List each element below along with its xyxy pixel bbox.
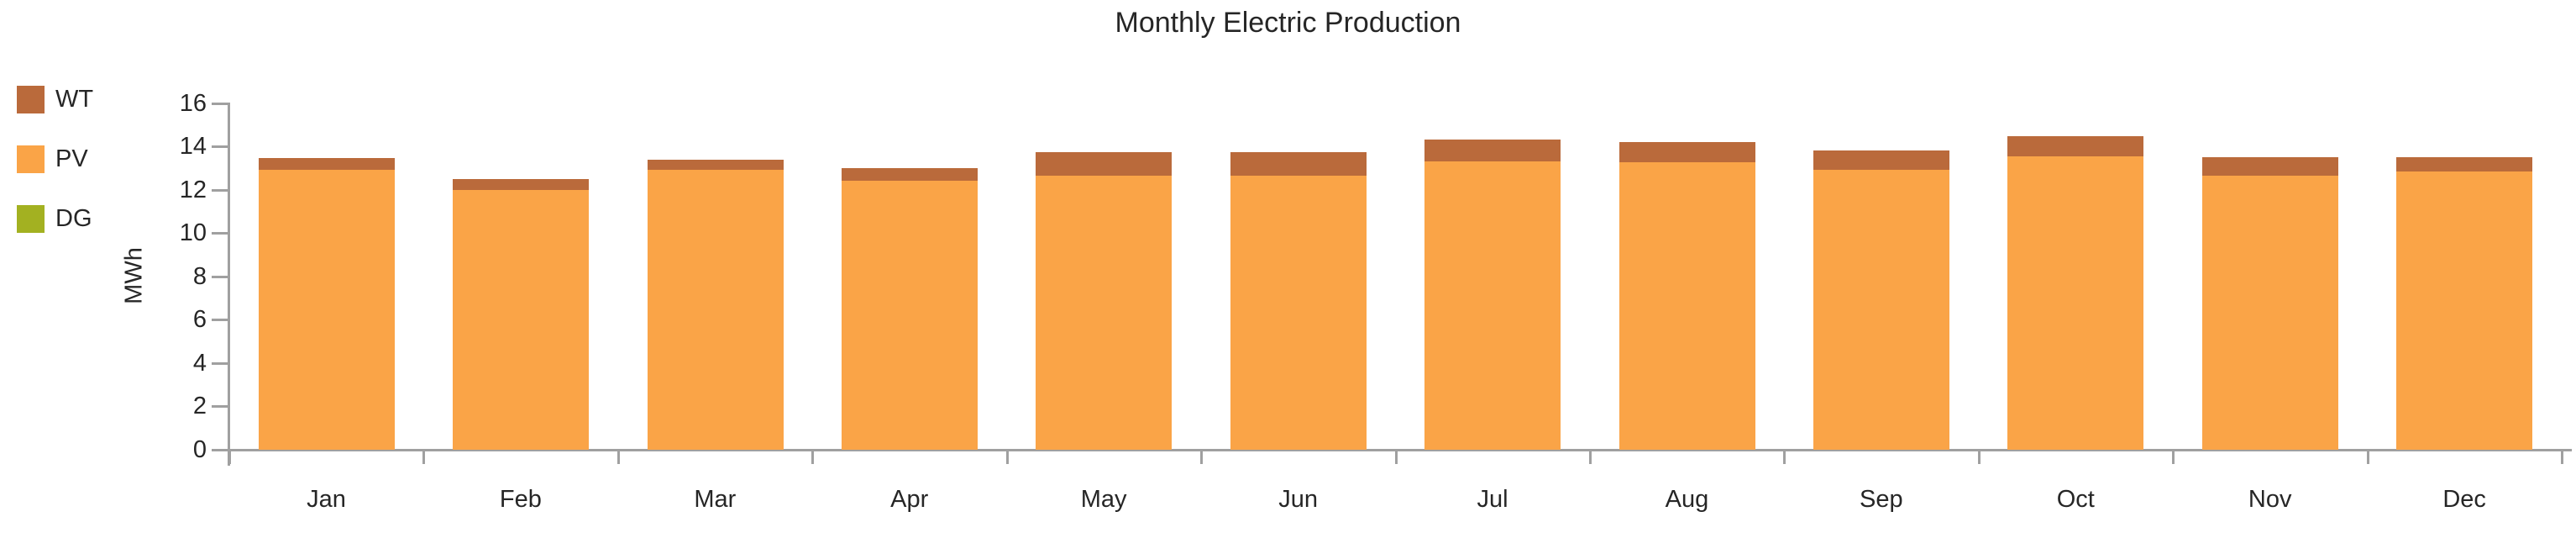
bar-segment-pv-jan <box>258 170 395 450</box>
legend-label-dg: DG <box>55 204 92 232</box>
x-tick-label-oct: Oct <box>2056 486 2095 513</box>
y-tick-mark <box>212 232 229 235</box>
y-tick-mark <box>212 145 229 149</box>
bar-segment-wt-aug <box>1619 141 1755 163</box>
y-tick-label: 0 <box>192 436 207 463</box>
x-tick-label-jan: Jan <box>307 486 346 513</box>
x-axis-line <box>212 449 2572 451</box>
y-tick-label: 14 <box>179 133 207 161</box>
bar-segment-pv-dec <box>2396 171 2533 450</box>
bar-segment-wt-sep <box>1813 150 1950 171</box>
x-tick-mark <box>1200 450 1204 464</box>
x-tick-mark <box>422 450 426 464</box>
x-tick-label-mar: Mar <box>694 486 737 513</box>
wt-color-swatch <box>17 85 45 113</box>
y-axis-line <box>228 102 230 466</box>
x-tick-mark <box>2366 450 2369 464</box>
x-tick-label-jun: Jun <box>1278 486 1318 513</box>
x-tick-mark <box>228 450 231 464</box>
x-tick-mark <box>1783 450 1786 464</box>
x-tick-label-may: May <box>1080 486 1127 513</box>
chart-title: Monthly Electric Production <box>1115 7 1461 39</box>
x-tick-label-feb: Feb <box>499 486 542 513</box>
y-tick-label: 12 <box>179 176 207 203</box>
x-tick-mark <box>2172 450 2175 464</box>
bar-segment-wt-feb <box>453 178 590 190</box>
x-tick-label-aug: Aug <box>1665 486 1709 513</box>
x-tick-mark <box>1977 450 1981 464</box>
x-tick-label-jul: Jul <box>1477 486 1508 513</box>
bar-segment-pv-sep <box>1813 170 1950 450</box>
y-tick-label: 4 <box>192 349 207 377</box>
legend-item-wt: WT <box>17 85 93 113</box>
bar-segment-wt-may <box>1036 151 1173 176</box>
x-tick-mark <box>1005 450 1009 464</box>
bar-segment-pv-jul <box>1424 161 1561 450</box>
bar-segment-wt-oct <box>2007 136 2144 156</box>
bar-segment-pv-may <box>1036 175 1173 450</box>
y-tick-label: 8 <box>192 262 207 290</box>
bar-segment-pv-oct <box>2007 156 2144 450</box>
bar-segment-wt-jan <box>258 158 395 171</box>
bar-segment-pv-nov <box>2201 175 2338 450</box>
bar-segment-pv-feb <box>453 189 590 450</box>
y-tick-mark <box>212 275 229 278</box>
bar-segment-wt-jul <box>1424 140 1561 162</box>
y-tick-mark <box>212 102 229 105</box>
bar-segment-pv-mar <box>647 170 784 450</box>
x-tick-label-apr: Apr <box>890 486 929 513</box>
x-tick-mark <box>2561 450 2564 464</box>
y-tick-mark <box>212 405 229 409</box>
x-tick-mark <box>616 450 620 464</box>
y-tick-label: 2 <box>192 393 207 420</box>
y-tick-label: 6 <box>192 306 207 334</box>
y-tick-mark <box>212 319 229 322</box>
bar-segment-pv-apr <box>841 181 978 450</box>
bar-segment-wt-apr <box>841 167 978 182</box>
legend-label-pv: PV <box>55 145 88 172</box>
dg-color-swatch <box>17 204 45 233</box>
x-tick-label-sep: Sep <box>1860 486 1903 513</box>
y-tick-mark <box>212 188 229 192</box>
x-tick-label-dec: Dec <box>2442 486 2486 513</box>
y-tick-mark <box>212 449 229 451</box>
bar-segment-pv-aug <box>1619 162 1755 450</box>
legend-label-wt: WT <box>55 85 94 113</box>
x-tick-label-nov: Nov <box>2248 486 2292 513</box>
x-tick-mark <box>811 450 815 464</box>
x-tick-mark <box>1588 450 1592 464</box>
pv-color-swatch <box>17 145 45 173</box>
bar-segment-wt-jun <box>1230 151 1367 176</box>
bar-segment-pv-jun <box>1230 175 1367 450</box>
y-tick-label: 10 <box>179 219 207 247</box>
legend-item-pv: PV <box>17 145 88 173</box>
x-tick-mark <box>1394 450 1398 464</box>
bar-segment-wt-mar <box>647 159 784 171</box>
y-tick-mark <box>212 361 229 365</box>
bar-segment-wt-nov <box>2201 156 2338 176</box>
legend-item-dg: DG <box>17 204 92 233</box>
bar-segment-wt-dec <box>2396 156 2533 171</box>
y-tick-label: 16 <box>179 89 207 117</box>
